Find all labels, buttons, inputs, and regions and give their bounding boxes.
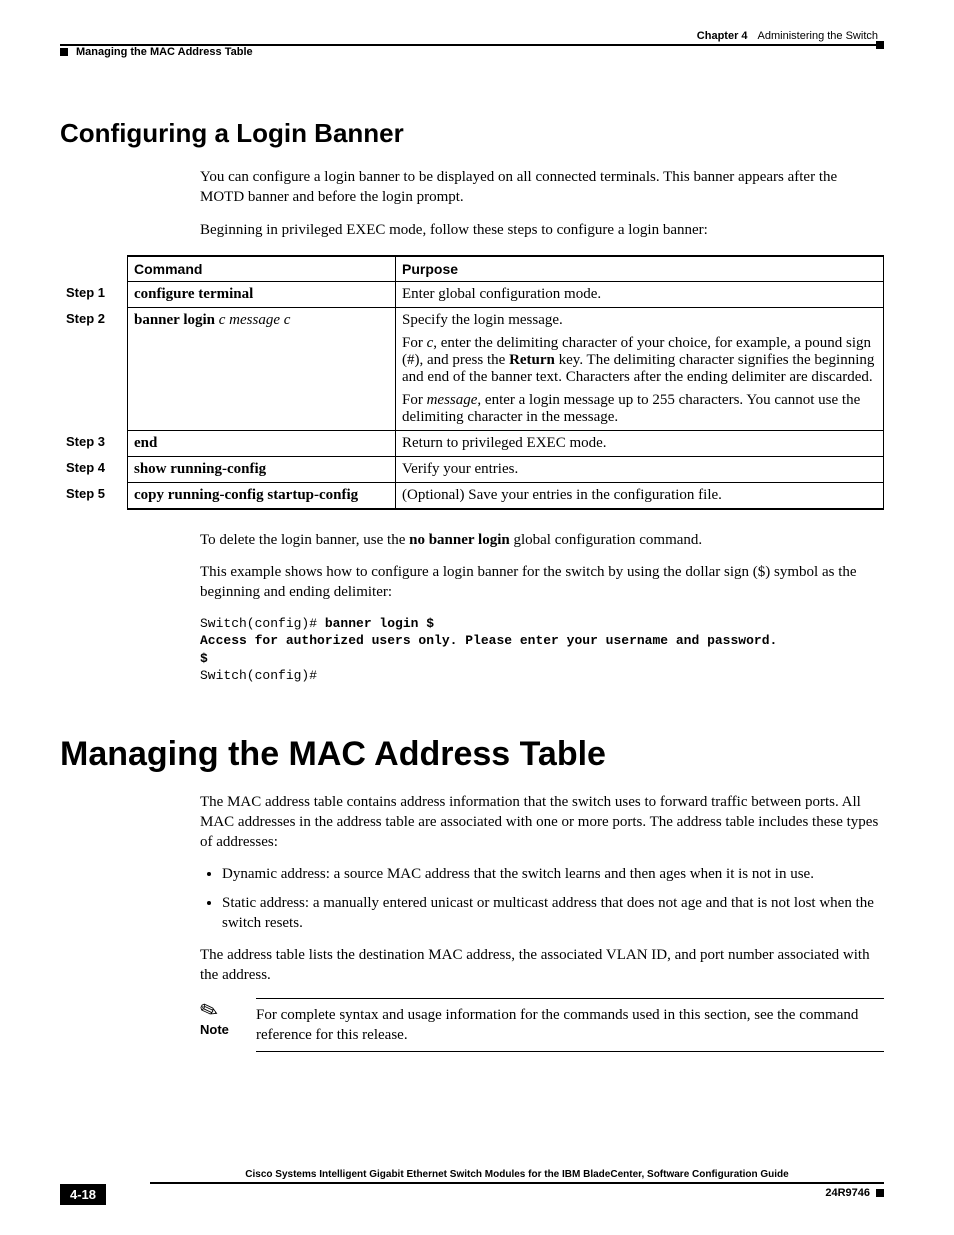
heading-mac-table: Managing the MAC Address Table	[60, 735, 884, 774]
para: This example shows how to configure a lo…	[200, 562, 884, 603]
body-section-2: The MAC address table contains address i…	[200, 792, 884, 986]
command-cell: show running-config	[128, 456, 396, 482]
page-number: 4-18	[60, 1184, 106, 1205]
note-icon-area: ✎ Note	[200, 998, 256, 1053]
page-footer: Cisco Systems Intelligent Gigabit Ethern…	[60, 1169, 884, 1205]
purpose-cell: Specify the login message. For c, enter …	[396, 307, 884, 430]
command-table: Command Purpose Step 1 configure termina…	[60, 255, 884, 510]
body-section-1: You can configure a login banner to be d…	[200, 167, 884, 240]
para: Beginning in privileged EXEC mode, follo…	[200, 220, 884, 240]
table-row: Step 4 show running-config Verify your e…	[60, 456, 884, 482]
header-rule	[60, 44, 884, 46]
list-item: Dynamic address: a source MAC address th…	[222, 864, 884, 884]
col-purpose: Purpose	[396, 256, 884, 282]
bullet-list: Dynamic address: a source MAC address th…	[200, 864, 884, 933]
step-label: Step 3	[60, 430, 128, 456]
table-row: Step 3 end Return to privileged EXEC mod…	[60, 430, 884, 456]
doc-number: 24R9746	[825, 1184, 884, 1199]
chapter-title: Administering the Switch	[758, 30, 878, 42]
code-block: Switch(config)# banner login $ Access fo…	[200, 615, 884, 685]
purpose-cell: (Optional) Save your entries in the conf…	[396, 482, 884, 509]
table-row: Step 1 configure terminal Enter global c…	[60, 281, 884, 307]
footer-book-title: Cisco Systems Intelligent Gigabit Ethern…	[150, 1169, 884, 1184]
table-row: Step 5 copy running-config startup-confi…	[60, 482, 884, 509]
section-label: Managing the MAC Address Table	[76, 46, 253, 58]
table-header-row: Command Purpose	[60, 256, 884, 282]
para: You can configure a login banner to be d…	[200, 167, 884, 208]
note-block: ✎ Note For complete syntax and usage inf…	[200, 998, 884, 1053]
purpose-cell: Return to privileged EXEC mode.	[396, 430, 884, 456]
header-block-icon	[60, 48, 68, 56]
step-label: Step 2	[60, 307, 128, 430]
step-label: Step 5	[60, 482, 128, 509]
running-subheader: Managing the MAC Address Table	[60, 46, 884, 58]
table-row: Step 2 banner login c message c Specify …	[60, 307, 884, 430]
footer-tick-icon	[876, 1189, 884, 1197]
page: Chapter 4 Administering the Switch Manag…	[0, 0, 954, 1235]
para: To delete the login banner, use the no b…	[200, 530, 884, 550]
purpose-cell: Verify your entries.	[396, 456, 884, 482]
command-cell: banner login c message c	[128, 307, 396, 430]
para: The address table lists the destination …	[200, 945, 884, 986]
chapter-label: Chapter 4	[697, 30, 748, 42]
list-item: Static address: a manually entered unica…	[222, 893, 884, 934]
purpose-cell: Enter global configuration mode.	[396, 281, 884, 307]
step-label: Step 1	[60, 281, 128, 307]
heading-login-banner: Configuring a Login Banner	[60, 118, 884, 149]
command-cell: end	[128, 430, 396, 456]
command-cell: copy running-config startup-config	[128, 482, 396, 509]
note-text: For complete syntax and usage informatio…	[256, 998, 884, 1053]
command-cell: configure terminal	[128, 281, 396, 307]
para: The MAC address table contains address i…	[200, 792, 884, 853]
step-label: Step 4	[60, 456, 128, 482]
running-header: Chapter 4 Administering the Switch	[60, 30, 884, 42]
col-command: Command	[128, 256, 396, 282]
body-after-table: To delete the login banner, use the no b…	[200, 530, 884, 685]
